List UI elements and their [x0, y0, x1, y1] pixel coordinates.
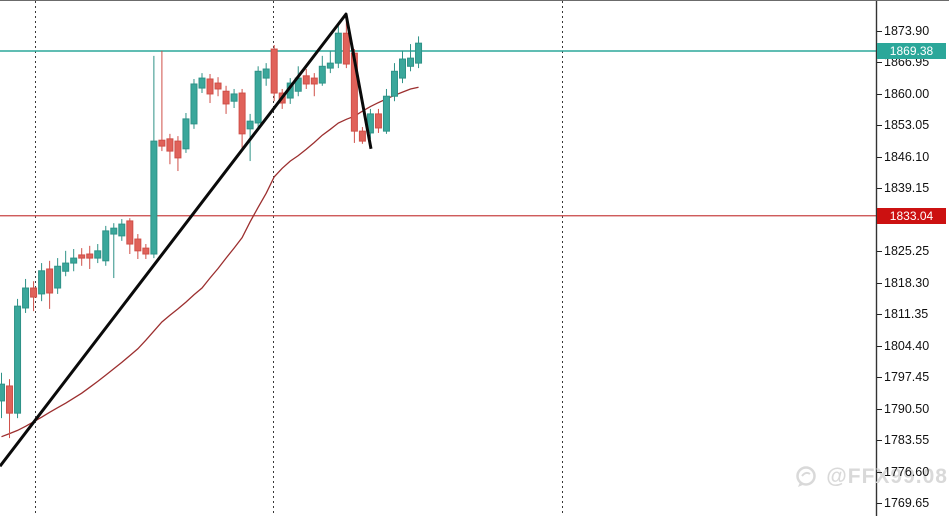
- bull-candle: [54, 265, 62, 289]
- trendline[interactable]: [0, 12, 373, 468]
- bull-candle: [182, 118, 190, 150]
- watermark-logo-icon: [796, 466, 817, 487]
- bull-candle: [38, 270, 46, 295]
- bull-candle: [326, 62, 334, 69]
- bull-candle: [382, 95, 390, 132]
- current-price-badge: 1869.38: [877, 43, 946, 59]
- bear-candle: [302, 75, 310, 85]
- bear-candle: [342, 32, 350, 65]
- bull-candle: [390, 70, 398, 97]
- moving-average-line: [1, 86, 419, 438]
- bull-candle: [0, 383, 5, 402]
- bear-candle: [78, 254, 86, 259]
- bull-candle: [318, 65, 326, 84]
- bull-candle: [399, 58, 406, 79]
- bull-candle: [102, 230, 110, 262]
- bull-candle: [22, 287, 30, 309]
- bull-candle: [407, 57, 415, 67]
- bear-candle: [238, 92, 246, 135]
- bear-candle: [126, 220, 134, 245]
- alert-price-badge: 1833.04: [877, 207, 946, 224]
- bull-candle: [62, 262, 70, 272]
- bear-candle: [270, 48, 278, 94]
- bull-candle: [94, 250, 102, 259]
- bear-candle: [134, 238, 142, 252]
- bear-candle: [86, 253, 94, 259]
- watermark: @FFX99.08: [793, 464, 948, 490]
- bear-candle: [30, 287, 38, 298]
- bear-candle: [6, 385, 14, 414]
- bear-candle: [358, 130, 366, 142]
- bear-candle: [158, 139, 166, 147]
- bull-candle: [230, 93, 238, 102]
- watermark-text: @FFX99.08: [826, 465, 948, 488]
- bear-candle: [214, 82, 222, 90]
- bull-candle: [70, 257, 78, 264]
- bull-candle: [334, 32, 342, 64]
- bear-candle: [222, 90, 230, 105]
- bear-candle: [374, 113, 382, 129]
- bull-candle: [150, 140, 158, 255]
- bear-candle: [46, 268, 54, 294]
- bear-candle: [166, 138, 174, 152]
- bull-candle: [198, 77, 206, 89]
- bear-candle: [310, 77, 318, 85]
- bull-candle: [415, 42, 423, 64]
- bull-candle: [262, 68, 270, 79]
- bull-candle: [110, 227, 118, 235]
- bull-candle: [118, 223, 126, 237]
- bull-candle: [254, 70, 262, 124]
- bull-candle: [14, 305, 22, 414]
- bear-candle: [206, 78, 214, 95]
- bear-candle: [174, 140, 182, 159]
- bull-candle: [190, 83, 198, 125]
- bull-candle: [246, 120, 254, 130]
- bear-candle: [142, 247, 150, 255]
